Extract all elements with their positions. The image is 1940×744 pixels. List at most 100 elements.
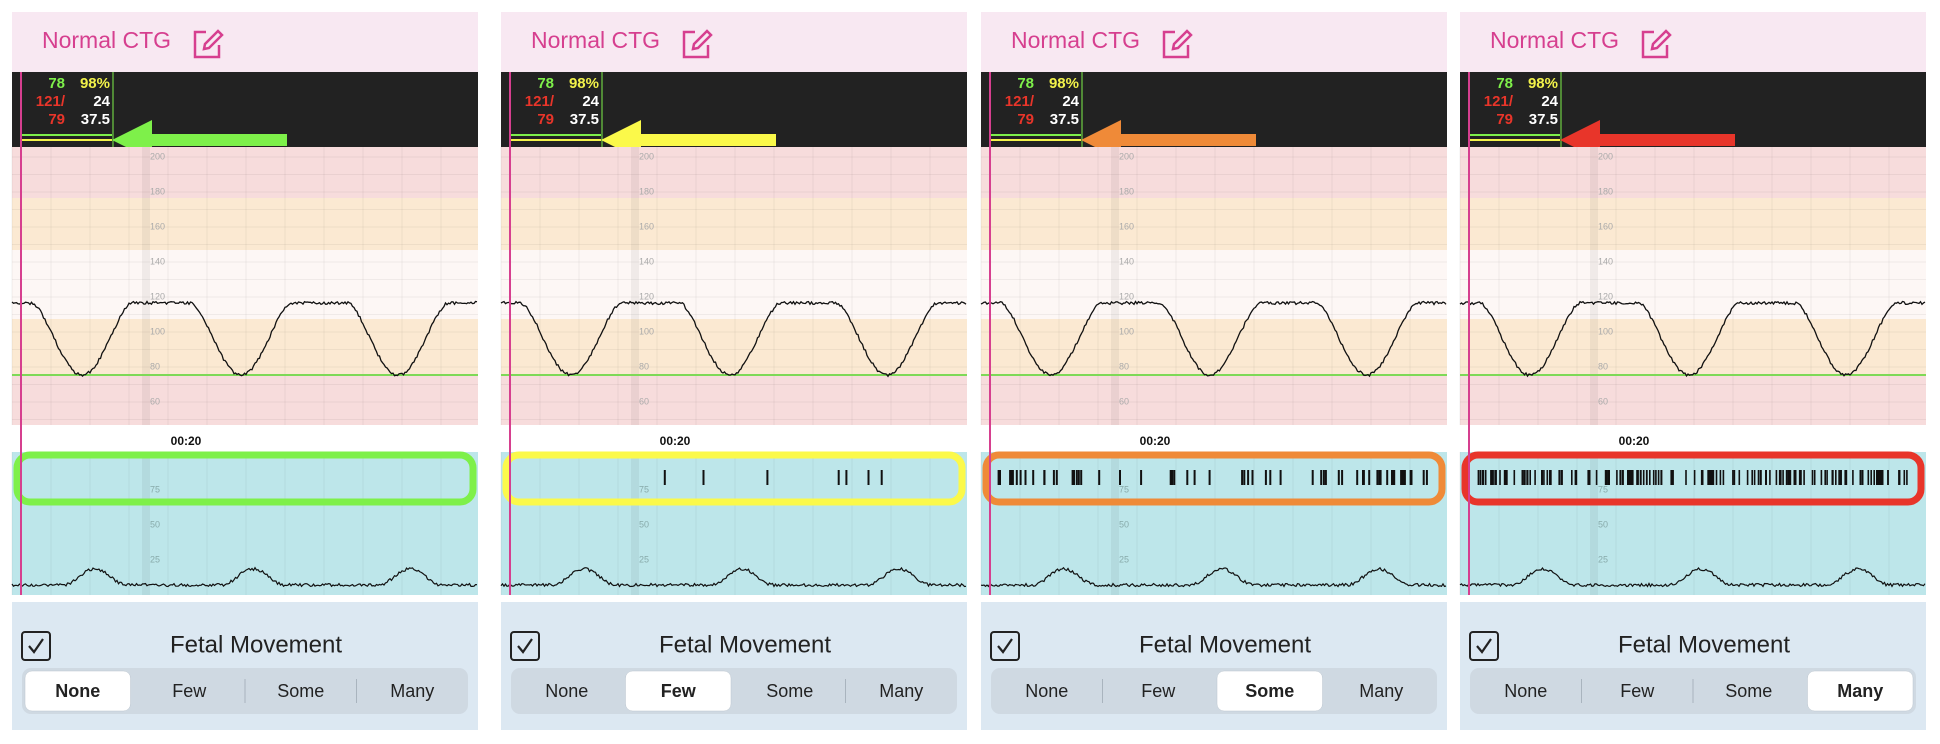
- vital-value: 79: [48, 111, 65, 128]
- vital-value: 121/: [1005, 93, 1035, 110]
- movement-tick: [1402, 470, 1405, 485]
- movement-tick: [1629, 470, 1631, 485]
- movement-tick: [1876, 470, 1878, 485]
- movement-tick: [1712, 470, 1714, 485]
- toco-axis-label: 50: [1598, 519, 1608, 529]
- ctg-axis-label: 200: [639, 151, 654, 161]
- segment-option[interactable]: Some: [1725, 681, 1772, 701]
- toco-axis-label: 75: [1119, 484, 1129, 494]
- pointer-arrow: [601, 120, 776, 160]
- movement-tick: [1604, 470, 1607, 485]
- movement-highlight: [13, 451, 477, 506]
- movement-tick: [1376, 470, 1379, 485]
- movement-highlight: [982, 451, 1446, 506]
- movement-tick: [1632, 470, 1634, 485]
- movement-tick: [1391, 470, 1393, 485]
- movement-tick: [1652, 470, 1655, 485]
- ctg-axis-label: 60: [150, 396, 160, 406]
- edit-icon[interactable]: [1162, 29, 1193, 59]
- section-label: Fetal Movement: [659, 631, 831, 658]
- segment-option[interactable]: Many: [390, 681, 434, 701]
- movement-tick: [1844, 470, 1846, 485]
- segment-option[interactable]: Few: [1620, 681, 1655, 701]
- segment-option[interactable]: None: [1025, 681, 1068, 701]
- vital-value: 79: [1496, 111, 1513, 128]
- toco-axis-label: 25: [639, 554, 649, 564]
- fhr-trace: [11, 300, 478, 378]
- movement-tick: [1760, 470, 1762, 485]
- movement-tick: [1024, 470, 1027, 485]
- ctg-zone: [12, 250, 478, 319]
- segment-option[interactable]: Few: [172, 681, 207, 701]
- movement-tick: [880, 470, 883, 485]
- segment-option[interactable]: Some: [766, 681, 813, 701]
- movement-tick: [1324, 470, 1327, 485]
- movement-tick: [1887, 470, 1889, 485]
- toco-axis-label: 50: [150, 519, 160, 529]
- movement-tick: [997, 470, 1000, 485]
- segment-option[interactable]: Many: [879, 681, 923, 701]
- time-label: 00:20: [1619, 434, 1650, 448]
- movement-tick: [1561, 470, 1563, 485]
- movement-tick: [1208, 470, 1211, 485]
- time-shade: [631, 147, 639, 595]
- ctg-axis-label: 60: [639, 396, 649, 406]
- vital-value: 37.5: [1050, 111, 1079, 128]
- segment-option[interactable]: None: [545, 681, 588, 701]
- time-label: 00:20: [171, 434, 202, 448]
- vital-value: 37.5: [1529, 111, 1558, 128]
- checkbox[interactable]: [510, 631, 540, 661]
- movement-tick: [1279, 470, 1282, 485]
- panel-title: Normal CTG: [42, 27, 171, 53]
- movement-tick: [1575, 470, 1578, 485]
- movement-tick: [1881, 470, 1884, 485]
- movement-tick: [1640, 470, 1642, 485]
- movement-tick: [1386, 470, 1389, 485]
- movement-tick: [1588, 470, 1591, 485]
- ctg-zone: [981, 319, 1447, 375]
- movement-tick: [766, 470, 769, 485]
- segment-option[interactable]: Many: [1837, 681, 1883, 701]
- edit-pencil: [1650, 29, 1672, 51]
- segment-option[interactable]: Few: [1141, 681, 1176, 701]
- movement-tick: [1867, 470, 1870, 485]
- edit-icon[interactable]: [193, 29, 224, 59]
- segment-option[interactable]: Few: [661, 681, 697, 701]
- movement-tick: [1757, 470, 1760, 485]
- movement-tick: [1541, 470, 1543, 485]
- checkbox[interactable]: [990, 631, 1020, 661]
- segment-option[interactable]: Some: [1245, 681, 1294, 701]
- movement-tick: [1009, 470, 1012, 485]
- vital-value: 24: [1062, 93, 1079, 110]
- edit-icon[interactable]: [682, 29, 713, 59]
- movement-tick: [702, 470, 705, 485]
- movement-tick: [1400, 470, 1403, 485]
- section-label: Fetal Movement: [1139, 631, 1311, 658]
- checkbox[interactable]: [1469, 631, 1499, 661]
- ctg-zone: [981, 147, 1447, 198]
- pointer-arrow: [112, 120, 287, 160]
- toco-axis-label: 50: [1119, 519, 1129, 529]
- ctg-axis-label: 100: [150, 326, 165, 336]
- edit-icon[interactable]: [1641, 29, 1672, 59]
- ctg-axis-label: 140: [150, 256, 165, 266]
- movement-tick: [1738, 470, 1741, 485]
- time-shade: [1111, 147, 1119, 595]
- ctg-panel: Normal CTG 78 98% 121/24 79 37.5 200 180 160 140 1…: [980, 12, 1447, 730]
- ctg-zone: [12, 375, 478, 425]
- ctg-zone: [501, 198, 967, 250]
- ctg-axis-label: 140: [639, 256, 654, 266]
- vital-value: 121/: [1484, 93, 1514, 110]
- segment-option[interactable]: None: [55, 681, 100, 701]
- movement-tick: [1529, 470, 1531, 485]
- ctg-axis-label: 60: [1598, 396, 1608, 406]
- segment-option[interactable]: Many: [1359, 681, 1403, 701]
- segment-option[interactable]: Some: [277, 681, 324, 701]
- movement-tick: [1409, 470, 1412, 485]
- time-shade: [1590, 147, 1598, 595]
- segment-option[interactable]: None: [1504, 681, 1547, 701]
- checkbox[interactable]: [21, 631, 51, 661]
- vital-value: 78: [537, 75, 554, 92]
- checkbox-check: [517, 638, 533, 654]
- movement-tick: [663, 470, 666, 485]
